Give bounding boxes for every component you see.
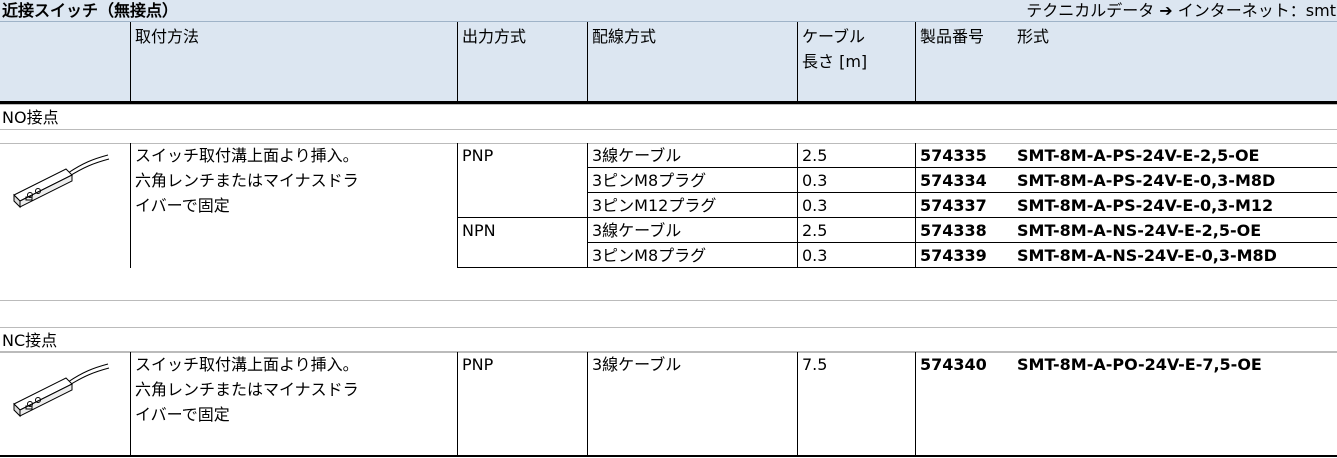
internet-link: テクニカルデータ ➔ インターネット：smt (1026, 1, 1336, 20)
model-cell: SMT-8M-A-NS-24V-E-0,3-M8D (1017, 246, 1277, 265)
group-row: NC接点 (0, 327, 1337, 352)
block-top-rule (0, 352, 1337, 353)
wiring-cell: 3線ケーブル (587, 143, 797, 168)
model-cell: SMT-8M-A-PS-24V-E-0,3-M8D (1017, 171, 1276, 190)
length-cell: 0.3 (797, 193, 915, 218)
sensor-icon (13, 363, 110, 418)
table-title: 近接スイッチ（無接点） (2, 1, 179, 20)
model-cell: SMT-8M-A-PO-24V-E-7,5-OE (1017, 355, 1262, 374)
length-cell: 7.5 (797, 352, 915, 457)
header-band (0, 0, 1337, 102)
part-cell: 574339 (915, 243, 1337, 268)
column-header: 出力方式 (457, 22, 587, 102)
length-cell: 0.3 (797, 243, 915, 268)
column-header: 製品番号 (915, 22, 984, 102)
wiring-cell: 3ピンM12プラグ (587, 193, 797, 218)
model-cell: SMT-8M-A-PS-24V-E-2,5-OE (1017, 146, 1260, 165)
blank-row-rule (0, 300, 1337, 301)
header-rule (0, 21, 1337, 22)
wiring-cell: 3線ケーブル (587, 352, 797, 457)
mounting-text: スイッチ取付溝上面より挿入。 (135, 355, 359, 374)
column-header: 取付方法 (130, 22, 457, 102)
column-header-line: 長さ [m] (802, 52, 868, 71)
model-cell: SMT-8M-A-PS-24V-E-0,3-M12 (1017, 196, 1274, 215)
length-cell: 2.5 (797, 143, 915, 168)
part-cell: 574338 (915, 218, 1337, 243)
part-cell: 574337 (915, 193, 1337, 218)
column-header: ケーブル長さ [m] (797, 22, 915, 102)
length-cell: 2.5 (797, 218, 915, 243)
wiring-cell: 3ピンM8プラグ (587, 243, 797, 268)
column-header-line: ケーブル (802, 27, 866, 46)
column-header: 形式 (1017, 27, 1050, 46)
mounting-text: イバーで固定 (135, 405, 230, 424)
group-row: NO接点 (0, 104, 1337, 130)
output-cell: NPN (457, 218, 587, 268)
mounting-text: イバーで固定 (135, 196, 230, 215)
part-cell: 574340 (915, 352, 1337, 457)
output-cell: PNP (457, 143, 587, 218)
model-cell: SMT-8M-A-NS-24V-E-2,5-OE (1017, 221, 1262, 240)
sensor-icon (13, 154, 110, 209)
mounting-text: スイッチ取付溝上面より挿入。 (135, 146, 359, 165)
part-cell: 574334 (915, 168, 1337, 193)
wiring-cell: 3ピンM8プラグ (587, 168, 797, 193)
block-top-rule (0, 143, 1337, 144)
part-cell: 574335 (915, 143, 1337, 168)
header-bottom-rule (0, 101, 1337, 104)
column-header: 配線方式 (587, 22, 797, 102)
output-cell: PNP (457, 352, 587, 457)
wiring-cell: 3線ケーブル (587, 218, 797, 243)
mounting-cell: スイッチ取付溝上面より挿入。 六角レンチまたはマイナスドラ イバーで固定 (130, 143, 457, 268)
mounting-cell: スイッチ取付溝上面より挿入。 六角レンチまたはマイナスドラ イバーで固定 (130, 352, 457, 457)
length-cell: 0.3 (797, 168, 915, 193)
mounting-text: 六角レンチまたはマイナスドラ (135, 171, 359, 190)
mounting-text: 六角レンチまたはマイナスドラ (135, 380, 359, 399)
